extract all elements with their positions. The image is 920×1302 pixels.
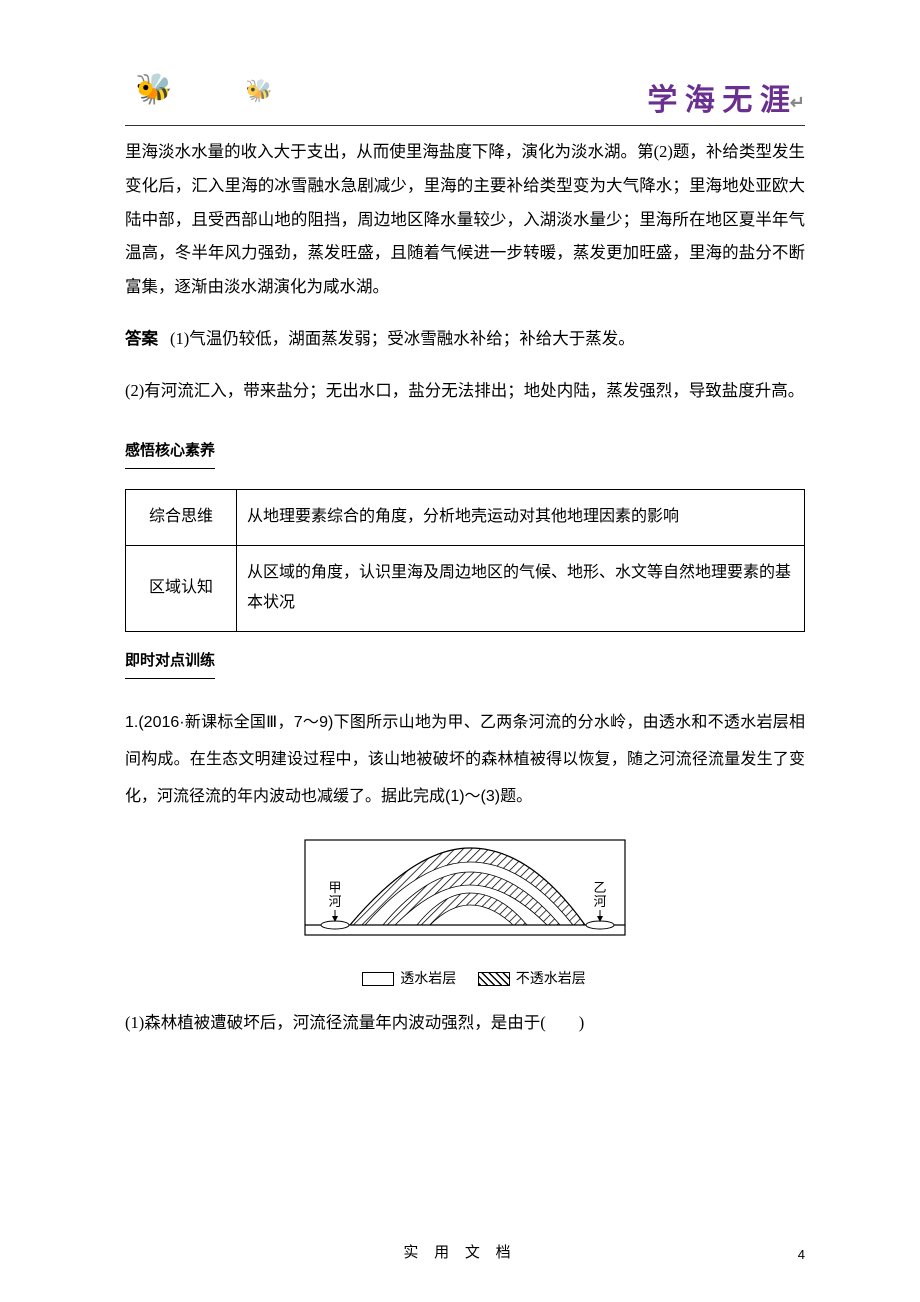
header-motto: 学 海 无 涯↵ [647, 75, 805, 119]
diagram-container: 甲 河 乙 河 透水岩层 不透水岩层 [125, 830, 805, 995]
sub-question-1: (1)森林植被遭破坏后，河流径流量年内波动强烈，是由于( ) [125, 1006, 805, 1039]
diagram-legend: 透水岩层 不透水岩层 [295, 966, 635, 995]
legend-label: 透水岩层 [400, 972, 456, 987]
answer-1: 答案 (1)气温仍较低，湖面蒸发弱；受冰雪融水补给；补给大于蒸发。 [125, 322, 805, 356]
bee-icon: 🐝 [245, 80, 272, 102]
cell-text: 从区域的角度，认识里海及周边地区的气候、地形、水文等自然地理要素的基本状况 [237, 545, 805, 631]
cell-label: 综合思维 [126, 490, 237, 545]
geology-diagram: 甲 河 乙 河 透水岩层 不透水岩层 [295, 830, 635, 995]
page-header: 🐝 🐝 学 海 无 涯↵ [125, 70, 805, 126]
return-icon: ↵ [790, 93, 805, 113]
mountain-svg: 甲 河 乙 河 [295, 830, 635, 950]
continuation-paragraph: 里海淡水水量的收入大于支出，从而使里海盐度下降，演化为淡水湖。第(2)题，补给类… [125, 135, 805, 304]
question-stem: 1.(2016·新课标全国Ⅲ，7～9)下图所示山地为甲、乙两条河流的分水岭，由透… [125, 705, 805, 815]
cell-label: 区域认知 [126, 545, 237, 631]
footer-text: 实 用 文 档 [0, 1241, 920, 1262]
svg-text:河: 河 [593, 894, 606, 909]
svg-text:河: 河 [328, 894, 341, 909]
legend-label: 不透水岩层 [516, 972, 586, 987]
answer-2: (2)有河流汇入，带来盐分；无出水口，盐分无法排出；地处内陆，蒸发强烈，导致盐度… [125, 374, 805, 408]
table-row: 区域认知 从区域的角度，认识里海及周边地区的气候、地形、水文等自然地理要素的基本… [126, 545, 805, 631]
table-row: 综合思维 从地理要素综合的角度，分析地壳运动对其他地理因素的影响 [126, 490, 805, 545]
answer-label: 答案 [125, 329, 158, 348]
page: 🐝 🐝 学 海 无 涯↵ 里海淡水水量的收入大于支出，从而使里海盐度下降，演化为… [0, 0, 920, 1302]
content-area: 里海淡水水量的收入大于支出，从而使里海盐度下降，演化为淡水湖。第(2)题，补给类… [125, 80, 805, 1039]
answer-1-text: (1)气温仍较低，湖面蒸发弱；受冰雪融水补给；补给大于蒸发。 [170, 329, 635, 348]
legend-swatch-permeable [362, 972, 394, 986]
section-label: 感悟核心素养 [125, 436, 215, 470]
section-label: 即时对点训练 [125, 646, 215, 680]
motto-text: 学 海 无 涯 [647, 84, 790, 117]
page-number: 4 [798, 1247, 805, 1262]
bee-icon: 🐝 [135, 75, 172, 105]
section-core-competency: 感悟核心素养 [125, 426, 805, 482]
cell-text: 从地理要素综合的角度，分析地壳运动对其他地理因素的影响 [237, 490, 805, 545]
river-label-right: 乙 [593, 880, 606, 895]
section-practice: 即时对点训练 [125, 636, 805, 692]
competency-table: 综合思维 从地理要素综合的角度，分析地壳运动对其他地理因素的影响 区域认知 从区… [125, 489, 805, 631]
river-label-left: 甲 [328, 880, 341, 895]
legend-swatch-impermeable [478, 972, 510, 986]
